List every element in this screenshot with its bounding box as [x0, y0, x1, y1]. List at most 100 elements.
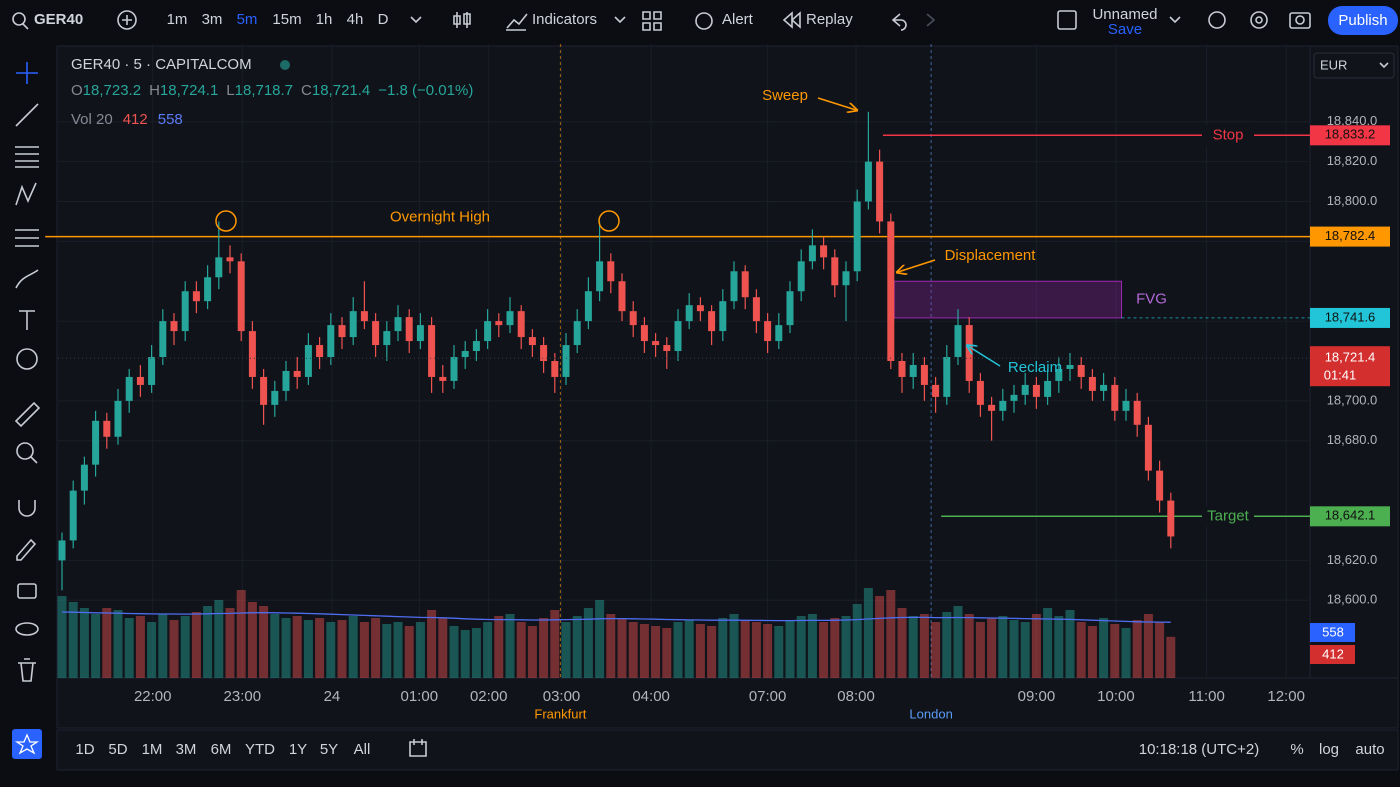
candle-body [741, 271, 749, 298]
add-symbol[interactable] [117, 10, 137, 30]
range-button[interactable]: 1M [142, 741, 163, 758]
interval-dropdown[interactable] [410, 16, 422, 24]
volume-label: Vol 20 [71, 111, 113, 128]
volume-bar [875, 596, 885, 678]
range-button[interactable]: 5D [108, 741, 127, 758]
volume-bar [1110, 624, 1120, 678]
x-tick-label: 04:00 [632, 688, 670, 705]
candle-body [663, 345, 671, 352]
undo[interactable] [891, 13, 907, 31]
redo[interactable] [926, 13, 936, 27]
volume-bar [147, 622, 157, 678]
candle-body [853, 201, 861, 272]
volume-bar [1155, 622, 1165, 678]
projection-tool[interactable] [15, 229, 39, 247]
publish-button[interactable] [1328, 6, 1398, 35]
volume-bar [68, 602, 78, 678]
volume-bar [931, 622, 941, 678]
volume-bar [359, 622, 369, 678]
legend-low: 18,718.7 [235, 82, 293, 99]
scale-option[interactable]: auto [1355, 741, 1384, 758]
y-tick-label: 18,600.0 [1327, 592, 1378, 607]
range-button[interactable]: All [354, 741, 371, 758]
volume-bar [539, 618, 549, 678]
layout-dropdown[interactable] [1169, 16, 1181, 24]
currency-select[interactable] [1313, 52, 1395, 79]
candle-body [965, 325, 973, 381]
candle-body [752, 297, 760, 322]
candle-body [338, 325, 346, 338]
layouts[interactable] [642, 11, 662, 31]
text-tool[interactable] [19, 310, 35, 330]
interval[interactable]: 4h [347, 11, 364, 28]
interval[interactable]: 1h [316, 11, 333, 28]
volume-bar [326, 622, 336, 678]
hide-tool[interactable] [15, 622, 39, 636]
range-button[interactable]: 6M [211, 741, 232, 758]
legend-close: 18,721.4 [312, 82, 370, 99]
remove-tool[interactable] [18, 658, 36, 682]
measure-tool[interactable] [14, 401, 41, 428]
search-icon[interactable] [12, 12, 26, 26]
quick-search[interactable] [1208, 11, 1226, 29]
fvg-zone [893, 280, 1123, 319]
x-tick-label: 08:00 [837, 688, 875, 705]
indicators-dropdown[interactable] [614, 16, 626, 24]
legend-o: O [71, 82, 83, 99]
scale-option[interactable]: % [1290, 741, 1303, 758]
alert[interactable]: Alert [722, 11, 754, 28]
candle-body [316, 345, 324, 358]
zoom-tool[interactable] [16, 442, 34, 460]
favorites-button[interactable] [12, 729, 42, 759]
session-label: London [909, 706, 952, 721]
scale-option[interactable]: log [1319, 741, 1339, 758]
range-button[interactable]: 1D [75, 741, 94, 758]
top-toolbar: GER40 1m 3m 5m 15m 1h 4h D Indicators Alert Re… [12, 6, 1398, 38]
interval[interactable]: D [378, 11, 389, 28]
magnet-tool[interactable] [18, 500, 36, 517]
brush-tool[interactable] [15, 269, 39, 289]
date-range-icon[interactable] [409, 739, 427, 757]
x-tick-label: 23:00 [224, 688, 262, 705]
indicators[interactable]: Indicators [532, 11, 597, 28]
candle-body [69, 490, 77, 541]
pattern-tool[interactable] [15, 182, 37, 206]
interval[interactable]: 15m [272, 11, 301, 28]
fib-tool[interactable] [15, 146, 39, 168]
range-button[interactable]: YTD [245, 741, 275, 758]
trendline-tool[interactable] [15, 103, 39, 127]
currency[interactable]: EUR [1320, 57, 1347, 72]
volume-bar [987, 618, 997, 678]
legend-ohlc: O18,723.2 H18,724.1 L18,718.7 C18,721.4 −1.8… [71, 82, 473, 99]
volume-bar [415, 622, 425, 678]
publish[interactable]: Publish [1338, 12, 1387, 29]
interval[interactable]: 5m [237, 11, 258, 28]
range-button[interactable]: 3M [176, 741, 197, 758]
range-button[interactable]: 5Y [320, 741, 338, 758]
range-button[interactable]: 1Y [289, 741, 307, 758]
crosshair-tool[interactable] [16, 62, 38, 84]
volume-bar [371, 618, 381, 678]
stay-drawing[interactable] [16, 538, 37, 561]
interval[interactable]: 3m [202, 11, 223, 28]
interval[interactable]: 1m [167, 11, 188, 28]
settings[interactable] [1250, 11, 1268, 29]
snapshot[interactable] [1289, 12, 1311, 29]
lock-tool[interactable] [17, 583, 37, 599]
candle-body [864, 161, 872, 202]
clock: 10:18:18 (UTC+2) [1139, 741, 1259, 758]
volume-bar [337, 620, 347, 678]
candle-body [887, 221, 895, 361]
candle-body [954, 325, 962, 358]
fullscreen[interactable] [1057, 10, 1077, 30]
replay[interactable]: Replay [806, 11, 853, 28]
emoji-tool[interactable] [16, 348, 38, 370]
symbol[interactable]: GER40 [34, 11, 83, 28]
volume-ma-label: 558 [1322, 624, 1344, 639]
chart-type[interactable] [453, 12, 471, 28]
layout-name[interactable]: Unnamed [1092, 6, 1157, 23]
volume-bar [673, 622, 683, 678]
save[interactable]: Save [1108, 21, 1142, 38]
candle-body [820, 245, 828, 258]
